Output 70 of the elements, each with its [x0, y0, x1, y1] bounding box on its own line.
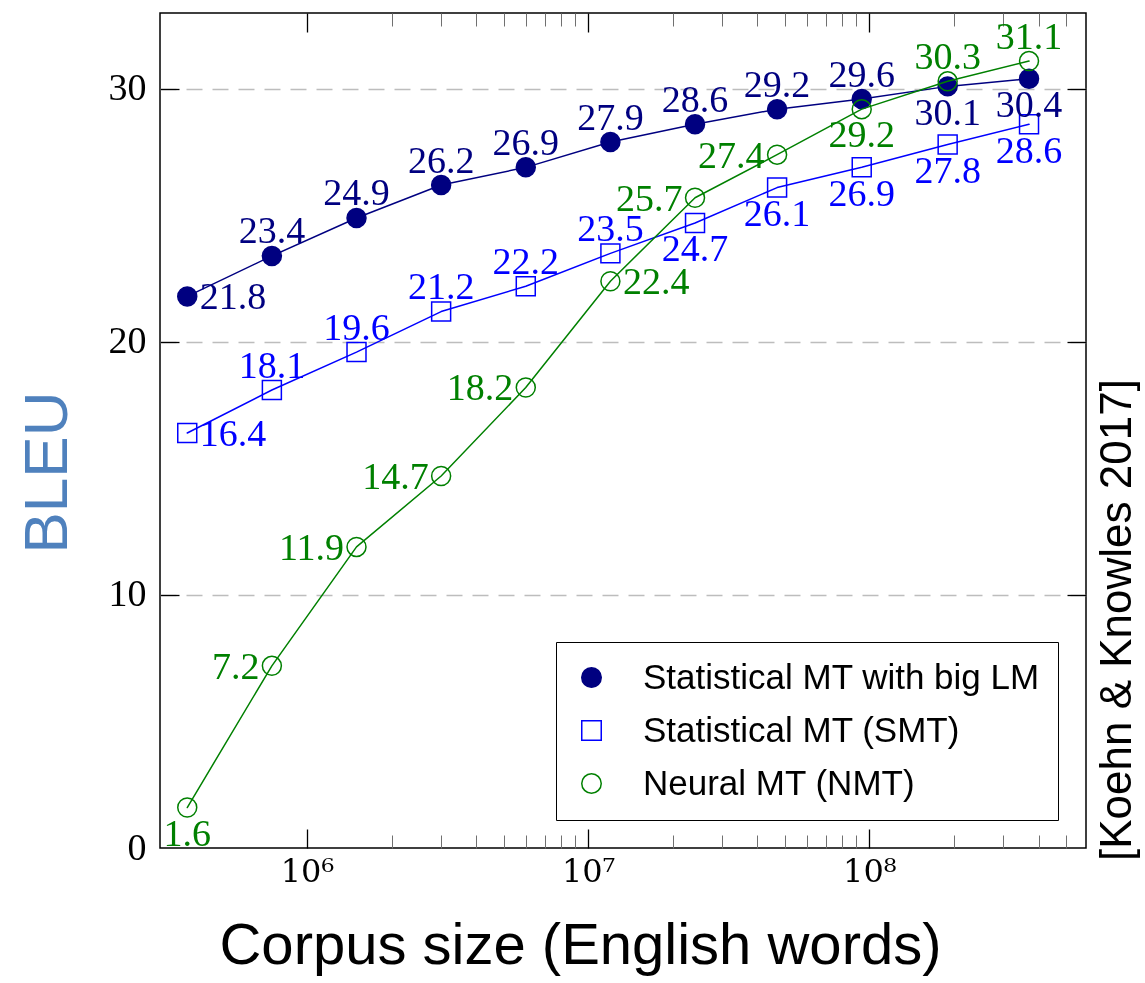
- data-label: 22.2: [492, 239, 560, 282]
- data-label: 18.2: [446, 366, 514, 409]
- text: [Koehn & Knowles 2017]: [1091, 379, 1140, 861]
- data-label: 18.1: [238, 343, 306, 386]
- point: [177, 797, 198, 818]
- point: [346, 207, 367, 229]
- point: [851, 98, 872, 120]
- data-label: 29.6: [828, 52, 895, 95]
- point: [430, 174, 452, 196]
- point: [937, 71, 958, 92]
- data-label: 24.9: [323, 171, 390, 214]
- data-label: 21.8: [199, 275, 267, 318]
- data-label: 27.4: [698, 133, 765, 176]
- y-tick-label: 0: [127, 825, 147, 868]
- data-label: 19.6: [323, 305, 390, 348]
- data-label: 28.6: [661, 77, 729, 120]
- point: [600, 243, 621, 264]
- data-label: 11.9: [278, 525, 345, 568]
- data-label: 31.1: [995, 14, 1063, 57]
- point: [430, 301, 452, 322]
- legend-label: Statistical MT (SMT): [643, 709, 960, 749]
- point: [261, 245, 283, 267]
- y-tick-label: 20: [108, 319, 147, 362]
- x-tick-label: 10⁷: [561, 851, 616, 890]
- data-label: 29.2: [743, 62, 811, 105]
- point: [684, 114, 706, 135]
- point: [430, 465, 452, 487]
- point: [766, 98, 788, 120]
- data-label: 23.4: [238, 209, 306, 252]
- y-tick-label: 30: [108, 66, 147, 109]
- y-tick-label: 10: [108, 572, 147, 615]
- legend-label: Neural MT (NMT): [643, 762, 915, 802]
- point: [937, 134, 958, 155]
- data-label: 14.7: [362, 454, 429, 497]
- data-label: 30.4: [995, 83, 1063, 126]
- point: [766, 144, 788, 165]
- point: [177, 286, 198, 307]
- point: [600, 270, 621, 292]
- data-label: 27.8: [914, 148, 981, 191]
- data-label: 27.9: [577, 95, 644, 138]
- data-label: 28.6: [995, 128, 1063, 171]
- data-label: 29.2: [828, 113, 895, 156]
- point: [346, 536, 367, 558]
- x-tick-label: 10⁶: [280, 851, 335, 890]
- point: [177, 422, 198, 444]
- point: [515, 157, 537, 178]
- point: [346, 341, 367, 363]
- y-axis-title: BLEU: [10, 391, 80, 554]
- data-label: 26.2: [407, 138, 475, 181]
- data-label: 1.6: [163, 811, 211, 854]
- point: [261, 379, 283, 401]
- point: [851, 157, 872, 178]
- data-label: 30.1: [914, 90, 981, 133]
- point: [684, 212, 706, 234]
- data-label: 16.4: [199, 411, 267, 454]
- point: [684, 187, 706, 208]
- point: [600, 131, 621, 153]
- x-tick-label: 10⁸: [843, 851, 897, 890]
- data-label: 26.9: [492, 120, 560, 163]
- point: [261, 655, 283, 677]
- data-label: 7.2: [211, 644, 260, 687]
- data-label: 21.2: [407, 265, 475, 308]
- legend-label: Statistical MT with big LM: [643, 656, 1040, 696]
- point: [515, 377, 537, 398]
- data-label: 30.3: [914, 34, 981, 77]
- data-label: 26.1: [743, 191, 811, 234]
- point: [515, 276, 537, 297]
- point: [766, 177, 788, 198]
- x-axis-title: Corpus size (English words): [219, 910, 942, 976]
- data-label: 26.9: [828, 171, 895, 214]
